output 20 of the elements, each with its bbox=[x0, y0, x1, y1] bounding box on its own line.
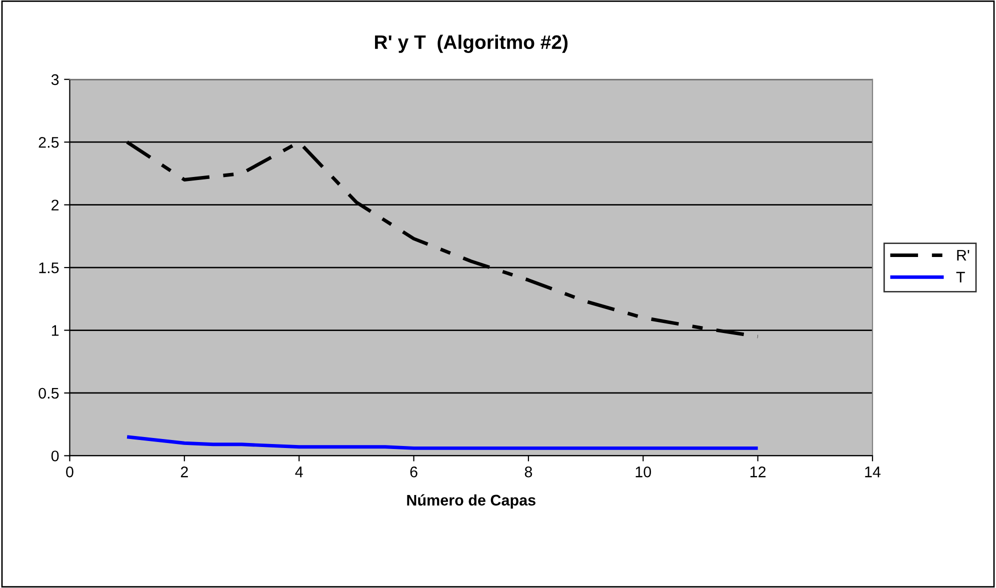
y-tick-label: 3 bbox=[51, 74, 59, 86]
x-tick-label: 8 bbox=[524, 466, 532, 478]
y-tick-label: 2.5 bbox=[38, 136, 59, 148]
x-tick-label: 14 bbox=[865, 466, 881, 478]
y-tick-label: 0.5 bbox=[38, 388, 59, 399]
chart-title: R' y T (Algoritmo #2) bbox=[375, 34, 568, 53]
x-tick-label: 10 bbox=[636, 466, 652, 478]
y-tick-label: 0 bbox=[51, 450, 59, 462]
legend-label: T bbox=[956, 272, 965, 282]
x-tick-label: 2 bbox=[180, 466, 188, 478]
x-tick-label: 4 bbox=[295, 466, 303, 478]
legend-label: R' bbox=[957, 250, 970, 261]
y-tick-label: 2 bbox=[52, 200, 59, 210]
x-tick-label: 12 bbox=[750, 466, 766, 478]
x-tick-label: 0 bbox=[66, 466, 74, 478]
x-tick-label: 6 bbox=[410, 466, 418, 478]
y-tick-label: 1 bbox=[52, 325, 59, 336]
line-series bbox=[125, 435, 760, 450]
y-tick-label: 1.5 bbox=[39, 262, 59, 274]
x-axis-title: Número de Capas bbox=[407, 494, 536, 509]
